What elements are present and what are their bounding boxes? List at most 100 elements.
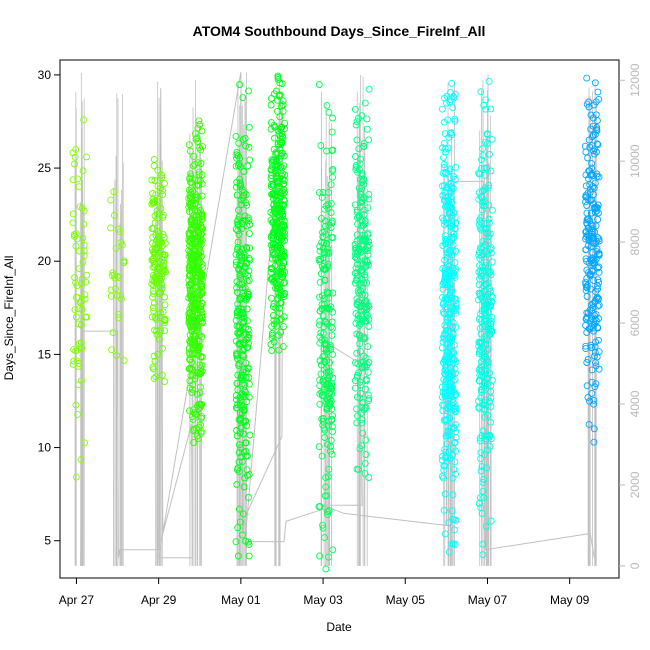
x-axis-label: Date [326, 620, 352, 634]
point-c3-30 [192, 130, 199, 138]
point-c7-228 [358, 363, 366, 371]
point-c1-20 [107, 286, 115, 294]
point-c9-239 [479, 540, 487, 548]
point-c9-203 [487, 517, 495, 525]
point-c10-146 [589, 249, 597, 257]
point-c0-1 [72, 473, 80, 481]
point-c7-197 [357, 267, 365, 275]
point-c9-229 [485, 327, 493, 334]
point-c8-371 [451, 214, 459, 222]
point-c7-81 [365, 474, 373, 481]
point-c0-23 [69, 176, 77, 184]
point-c7-224 [365, 397, 372, 405]
point-c9-247 [481, 353, 489, 361]
point-c8-237 [444, 397, 452, 405]
point-c3-377 [188, 243, 196, 251]
point-c8-293 [446, 309, 454, 317]
point-c6-206 [315, 81, 323, 88]
point-c4-243 [239, 368, 247, 376]
point-c7-190 [358, 169, 366, 177]
x-tick-label-2: May 01 [221, 593, 261, 607]
point-c9-234 [487, 244, 495, 252]
point-c7-207 [360, 234, 368, 242]
point-c4-125 [234, 386, 242, 394]
point-c9-230 [487, 418, 494, 426]
point-c3-178 [191, 160, 199, 168]
point-c9-50 [483, 464, 491, 472]
point-c4-29 [240, 483, 248, 491]
point-c7-118 [360, 180, 368, 188]
point-c2-100 [149, 287, 157, 295]
point-c2-145 [153, 269, 161, 277]
point-c4-170 [237, 397, 245, 405]
point-c10-203 [595, 263, 603, 271]
point-c5-95 [269, 303, 277, 311]
point-c5-279 [275, 130, 283, 138]
point-c5-203 [274, 96, 282, 104]
point-c10-17 [590, 396, 598, 404]
point-c9-162 [484, 345, 492, 353]
point-c8-238 [441, 462, 449, 470]
point-c7-137 [358, 311, 366, 319]
point-c10-90 [592, 380, 600, 388]
point-c4-169 [245, 143, 253, 151]
point-c3-257 [197, 401, 205, 409]
point-c9-185 [483, 229, 490, 237]
point-c9-8 [483, 237, 491, 245]
point-c5-278 [276, 234, 284, 242]
point-c6-167 [327, 209, 335, 217]
point-c0-41 [75, 183, 83, 191]
point-c8-300 [444, 335, 452, 343]
point-c10-228 [594, 88, 602, 96]
point-c3-376 [186, 194, 194, 202]
point-c7-159 [358, 222, 366, 230]
point-c5-151 [268, 181, 275, 189]
point-c5-282 [280, 279, 287, 287]
point-c4-121 [234, 401, 241, 409]
point-c4-132 [244, 365, 252, 373]
point-c10-117 [582, 193, 590, 201]
point-c1-4 [112, 244, 120, 252]
point-c9-179 [480, 475, 488, 483]
point-c2-76 [148, 176, 156, 184]
point-c10-159 [592, 362, 600, 370]
point-c6-146 [326, 367, 334, 375]
point-c6-103 [321, 318, 329, 326]
point-c10-206 [592, 294, 600, 302]
point-c4-167 [233, 154, 241, 162]
point-c3-290 [196, 271, 204, 279]
point-c8-365 [439, 452, 446, 460]
point-c6-204 [318, 215, 325, 222]
point-c1-29 [113, 351, 121, 359]
point-c9-237 [476, 346, 484, 353]
point-c6-36 [329, 324, 336, 332]
point-c10-218 [587, 171, 595, 179]
point-c4-235 [242, 537, 250, 545]
point-c8-377 [441, 446, 449, 454]
point-c0-35 [71, 153, 79, 161]
point-c9-246 [484, 431, 492, 439]
point-c1-8 [112, 285, 120, 293]
point-c3-412 [185, 272, 193, 279]
point-c3-416 [185, 310, 193, 318]
point-c7-171 [353, 349, 361, 357]
point-c10-225 [588, 366, 596, 374]
point-c8-217 [442, 323, 450, 331]
point-c6-98 [321, 222, 329, 230]
point-c6-120 [316, 552, 324, 560]
point-c7-205 [362, 262, 370, 270]
point-c6-62 [321, 492, 329, 500]
point-c6-101 [322, 483, 330, 491]
point-c6-11 [328, 423, 336, 431]
point-c6-199 [324, 510, 332, 518]
point-c8-324 [447, 424, 455, 432]
point-c6-128 [325, 417, 333, 425]
point-c6-171 [323, 404, 331, 411]
point-c0-18 [77, 456, 85, 464]
point-c3-125 [197, 241, 205, 249]
y2-tick-label-5: 10000 [628, 144, 642, 178]
point-c5-296 [278, 208, 286, 216]
point-c8-379 [446, 394, 454, 402]
point-c2-106 [149, 190, 157, 197]
